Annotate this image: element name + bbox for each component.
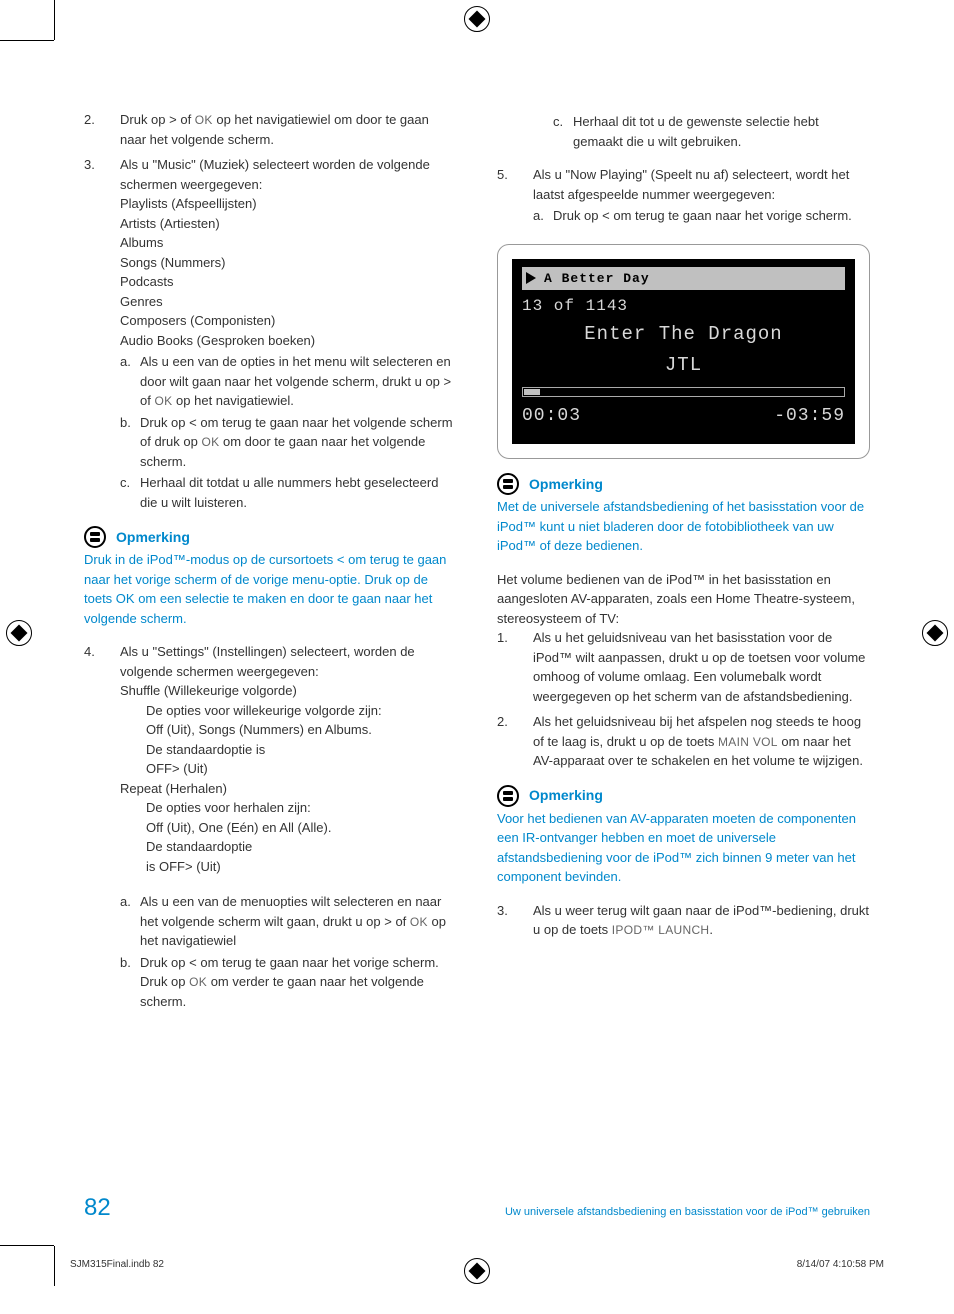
step-number: 3. [84,155,120,512]
lcd-display: A Better Day 13 of 1143 Enter The Dragon… [497,244,870,460]
step-5: 5. Als u "Now Playing" (Speelt nu af) se… [497,165,870,226]
registration-mark-left [6,620,32,646]
list-item: Audio Books (Gesproken boeken) [120,331,457,351]
crop-mark [54,0,55,40]
list-item: Playlists (Afspeellijsten) [120,194,457,214]
volume-intro: Het volume bedienen van de iPod™ in het … [497,570,870,629]
lcd-elapsed: 00:03 [522,403,581,430]
note-title: Opmerking [116,527,190,548]
lcd-header-text: A Better Day [544,269,650,289]
step-body: Als u "Now Playing" (Speelt nu af) selec… [533,165,870,226]
registration-mark-top [464,6,490,32]
note-title: Opmerking [529,785,603,806]
note-header: Opmerking [84,526,457,548]
substep-a: a. Druk op < om terug te gaan naar het v… [533,206,870,226]
print-file: SJM315Final.indb 82 [70,1257,164,1272]
note-header: Opmerking [497,473,870,495]
page-footer: 82 Uw universele afstandsbediening en ba… [84,1190,870,1226]
vol-step-1: 1. Als u het geluidsniveau van het basis… [497,628,870,706]
list-item: Composers (Componisten) [120,311,457,331]
step-3: 3. Als u "Music" (Muziek) selecteert wor… [84,155,457,512]
substep-a: a. Als u een van de menuopties wilt sele… [120,892,457,951]
note-icon [497,473,519,495]
list-item: Genres [120,292,457,312]
left-column: 2. Druk op > of OK op het navigatiewiel … [84,110,457,1017]
list-item: Artists (Artiesten) [120,214,457,234]
lcd-screen: A Better Day 13 of 1143 Enter The Dragon… [512,259,855,445]
step-number: 5. [497,165,533,226]
note-body: Met de universele afstandsbediening of h… [497,497,870,556]
lcd-progress-bar [522,387,845,397]
step-intro: Als u "Music" (Muziek) selecteert worden… [120,155,457,194]
step-intro: Als u "Now Playing" (Speelt nu af) selec… [533,165,870,204]
right-column: c. Herhaal dit tot u de gewenste selecti… [497,110,870,1017]
list-item: Songs (Nummers) [120,253,457,273]
print-timestamp: 8/14/07 4:10:58 PM [797,1257,884,1272]
music-menu-list: Playlists (Afspeellijsten) Artists (Arti… [120,194,457,350]
step-4: 4. Als u "Settings" (Instellingen) selec… [84,642,457,1011]
step-text: Druk op > of OK op het navigatiewiel om … [120,110,457,149]
note-body: Voor het bedienen van AV-apparaten moete… [497,809,870,887]
lcd-header: A Better Day [522,267,845,291]
substep-c-cont: c. Herhaal dit tot u de gewenste selecti… [497,112,870,151]
list-item: Albums [120,233,457,253]
step-number: 4. [84,642,120,1011]
repeat-options: De opties voor herhalen zijn: Off (Uit),… [120,798,457,876]
crop-mark [0,1245,54,1246]
lcd-remaining: -03:59 [774,403,845,430]
vol-step-2: 2. Als het geluidsniveau bij het afspele… [497,712,870,771]
step-body: Als u "Music" (Muziek) selecteert worden… [120,155,457,512]
note-title: Opmerking [529,474,603,495]
print-footer: SJM315Final.indb 82 8/14/07 4:10:58 PM [70,1257,884,1272]
step-intro: Als u "Settings" (Instellingen) selectee… [120,642,457,681]
page-content: 2. Druk op > of OK op het navigatiewiel … [54,40,900,1246]
step-number: 2. [84,110,120,149]
note-icon [497,785,519,807]
note-body: Druk in de iPod™-modus op de cursortoets… [84,550,457,628]
lcd-progress-fill [524,389,540,395]
substep-b: b. Druk op < om terug te gaan naar het v… [120,953,457,1012]
lcd-track-title: Enter The Dragon [522,320,845,349]
lcd-artist: JTL [522,351,845,380]
lcd-counter: 13 of 1143 [522,294,845,318]
lcd-times: 00:03 -03:59 [522,403,845,430]
note-icon [84,526,106,548]
footer-caption: Uw universele afstandsbediening en basis… [505,1204,870,1221]
repeat-heading: Repeat (Herhalen) [120,779,457,799]
vol-step-3: 3. Als u weer terug wilt gaan naar de iP… [497,901,870,940]
shuffle-heading: Shuffle (Willekeurige volgorde) [120,681,457,701]
play-icon [526,272,536,284]
step-2: 2. Druk op > of OK op het navigatiewiel … [84,110,457,149]
shuffle-options: De opties voor willekeurige volgorde zij… [120,701,457,779]
list-item: Podcasts [120,272,457,292]
crop-mark [54,1246,55,1286]
substep-c: c. Herhaal dit totdat u alle nummers heb… [120,473,457,512]
page-number: 82 [84,1190,111,1226]
substep-b: b. Druk op < om terug te gaan naar het v… [120,413,457,472]
registration-mark-right [922,620,948,646]
step-body: Als u "Settings" (Instellingen) selectee… [120,642,457,1011]
note-header: Opmerking [497,785,870,807]
substep-a: a. Als u een van de opties in het menu w… [120,352,457,411]
crop-mark [0,40,54,41]
